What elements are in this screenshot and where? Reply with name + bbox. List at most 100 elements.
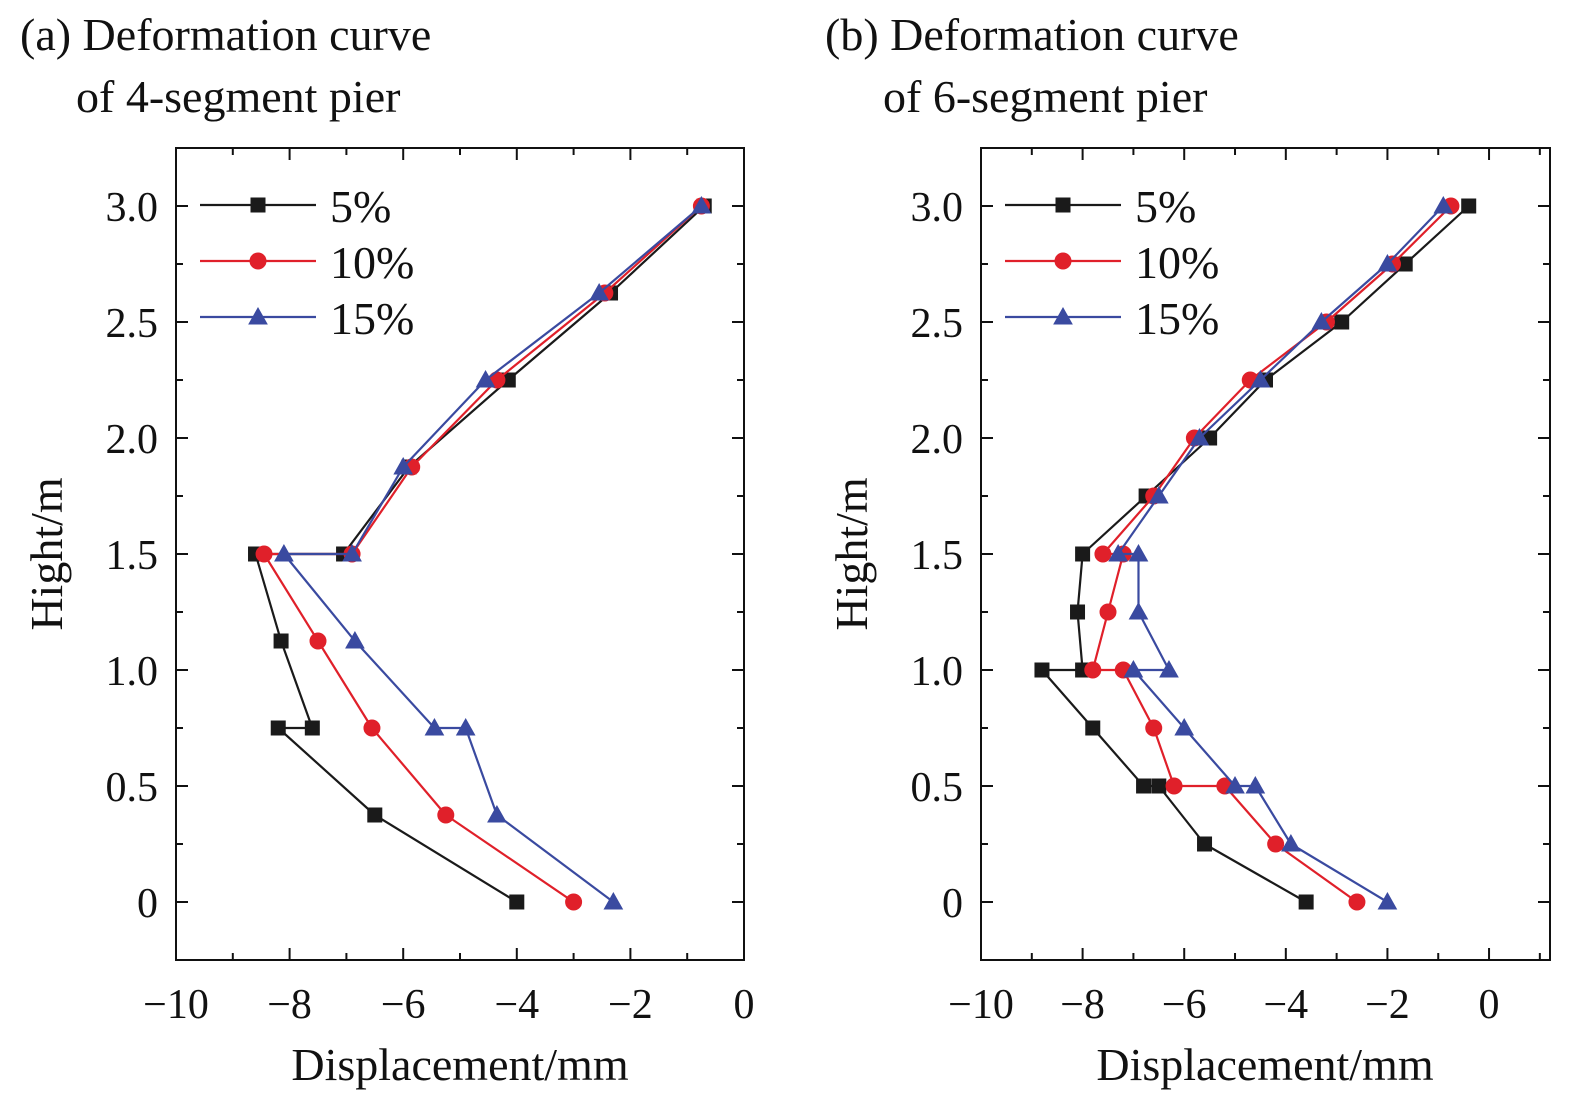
x-tick-label: −8 <box>1060 982 1105 1028</box>
legend-label: 5% <box>330 181 391 232</box>
series-5pct <box>1034 198 1477 910</box>
data-point <box>1433 195 1454 214</box>
y-axis-label: Hight/m <box>826 477 877 631</box>
legend-marker <box>250 197 266 213</box>
data-point <box>1128 543 1149 562</box>
data-point <box>1075 546 1091 562</box>
x-tick-label: −10 <box>143 982 209 1028</box>
x-tick-label: −6 <box>381 982 426 1028</box>
x-tick-label: −2 <box>1365 982 1410 1028</box>
data-point <box>1334 314 1350 330</box>
legend: 5%10%15% <box>200 181 414 344</box>
data-point <box>367 807 383 823</box>
y-tick-label: 3.0 <box>911 185 964 231</box>
y-tick-label: 0.5 <box>911 765 964 811</box>
legend-marker <box>249 252 267 270</box>
data-point <box>1174 717 1195 736</box>
data-point <box>589 282 610 301</box>
x-tick-label: −4 <box>494 982 539 1028</box>
data-point <box>565 893 583 911</box>
data-point <box>1151 778 1167 794</box>
data-point <box>1311 311 1332 330</box>
chart-panel-b: −10 −8 −6 −4 −2 0 0 0.5 1.0 1.5 2.0 2.5 3.0 Displacem… <box>826 147 1551 1090</box>
data-point <box>1377 891 1398 910</box>
y-tick-label: 1.5 <box>911 533 964 579</box>
y-tick-label: 2.5 <box>911 301 964 347</box>
legend-marker <box>248 306 268 325</box>
legend-label: 5% <box>1135 181 1196 232</box>
legend-label: 15% <box>1135 293 1219 344</box>
data-point <box>345 630 365 649</box>
data-point <box>1377 253 1398 272</box>
x-tick-label: 0 <box>734 982 755 1028</box>
x-tick-label: −8 <box>267 982 312 1028</box>
data-point <box>455 717 476 736</box>
panel-a-title-line1: (a) Deformation curve <box>20 9 432 60</box>
legend-label: 10% <box>330 237 414 288</box>
plot-frame <box>980 147 1551 961</box>
x-tick-label: −4 <box>1263 982 1308 1028</box>
y-tick-label: 1.0 <box>911 649 964 695</box>
data-point <box>509 894 525 910</box>
series-15pct <box>274 195 712 910</box>
y-tick-label: 2.0 <box>911 417 964 463</box>
y-tick-label: 1.5 <box>106 533 159 579</box>
x-axis-label: Displacement/mm <box>291 1039 628 1090</box>
data-point <box>1128 601 1149 620</box>
y-tick-label: 0 <box>942 881 963 927</box>
x-tick-label: −6 <box>1162 982 1207 1028</box>
y-tick-label: 0 <box>137 881 158 927</box>
data-point <box>304 720 320 736</box>
panel-b-title-line2: of 6-segment pier <box>883 71 1208 122</box>
data-point <box>691 195 712 214</box>
data-point <box>270 720 286 736</box>
data-point <box>1267 835 1285 853</box>
data-point <box>1189 427 1210 446</box>
series-15pct <box>1108 195 1454 910</box>
data-point <box>363 719 381 737</box>
data-point <box>1281 833 1301 852</box>
series-line <box>1117 205 1445 903</box>
legend-label: 10% <box>1135 237 1219 288</box>
data-point <box>1034 662 1050 678</box>
data-point <box>424 717 445 736</box>
legend-marker <box>1054 252 1072 270</box>
data-point <box>342 543 362 562</box>
y-tick-label: 2.5 <box>106 301 159 347</box>
data-point <box>255 545 273 563</box>
legend-marker <box>1055 197 1071 213</box>
data-point <box>274 543 294 562</box>
data-point <box>1148 485 1169 504</box>
chart-panel-a: −10 −8 −6 −4 −2 0 0 0.5 1.0 1.5 2.0 2.5 3.0 Displacem… <box>21 147 755 1090</box>
legend-marker <box>1053 306 1073 325</box>
data-point <box>1245 775 1266 794</box>
series-line <box>1091 205 1452 903</box>
data-point <box>1084 661 1102 679</box>
data-point <box>1099 603 1117 621</box>
data-point <box>309 632 327 650</box>
data-point <box>1165 777 1183 795</box>
data-point <box>1197 836 1213 852</box>
y-axis-label: Hight/m <box>21 477 72 631</box>
data-point <box>1250 369 1271 388</box>
data-point <box>437 806 455 824</box>
data-point <box>273 633 289 649</box>
data-point <box>1225 775 1245 794</box>
legend-label: 15% <box>330 293 414 344</box>
x-tick-label: 0 <box>1479 982 1500 1028</box>
data-point <box>1298 894 1314 910</box>
data-point <box>487 804 507 823</box>
x-tick-label: −10 <box>948 982 1014 1028</box>
data-point <box>1136 778 1152 794</box>
x-axis-label: Displacement/mm <box>1096 1039 1433 1090</box>
data-point <box>1159 659 1179 678</box>
panel-a-title-line2: of 4-segment pier <box>76 71 401 122</box>
data-point <box>603 891 624 910</box>
data-point <box>1348 893 1366 911</box>
data-point <box>1123 659 1144 678</box>
y-tick-label: 1.0 <box>106 649 159 695</box>
x-tick-label: −2 <box>608 982 653 1028</box>
y-tick-label: 3.0 <box>106 185 159 231</box>
y-tick-label: 2.0 <box>106 417 159 463</box>
